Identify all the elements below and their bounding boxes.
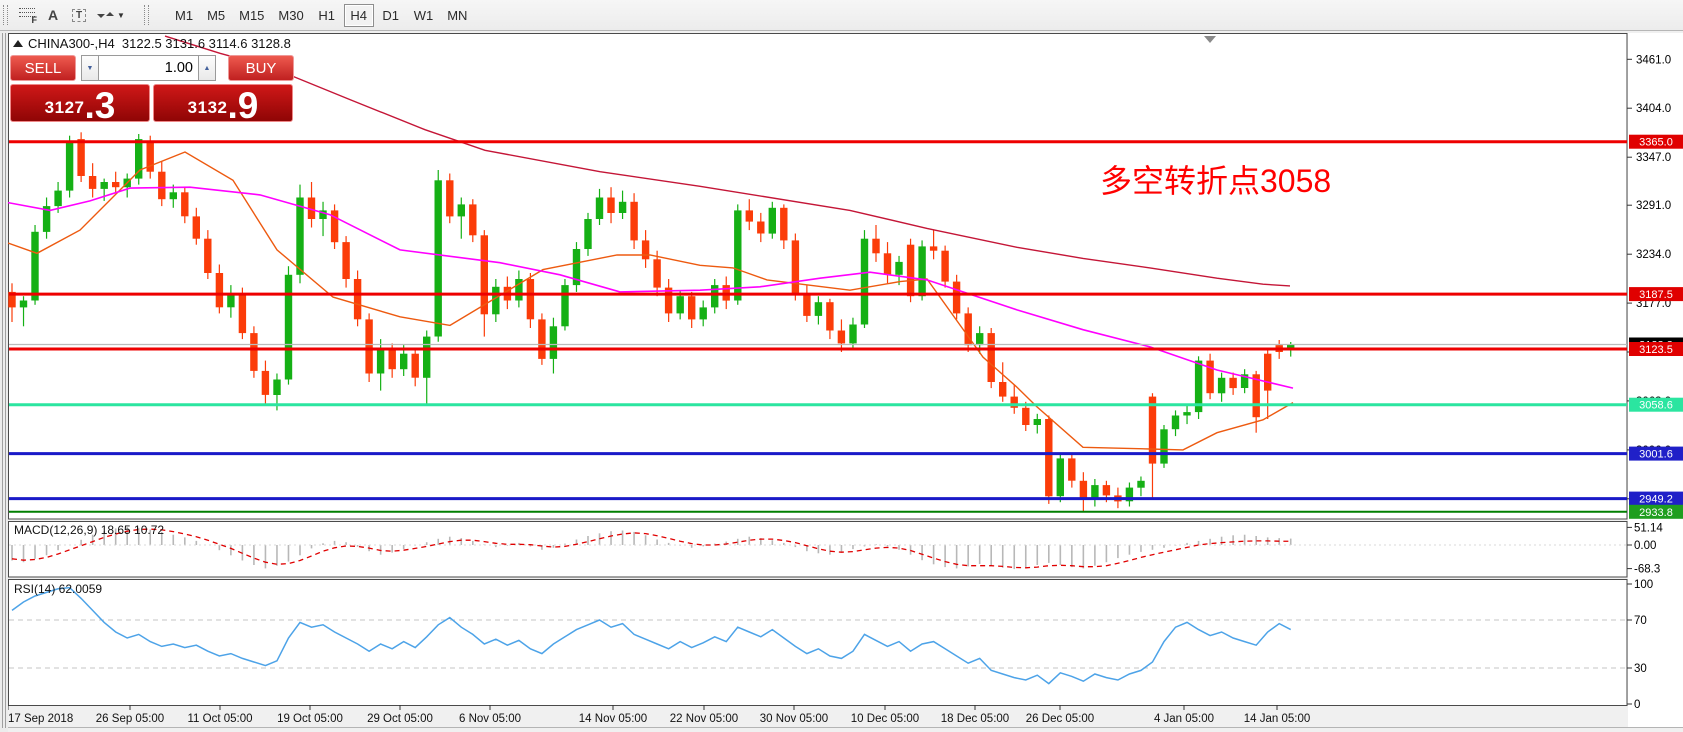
text-glyph: A [47,7,59,23]
hline-badge-3123.5: 3123.5 [1629,342,1683,356]
fibonacci-retracement-icon[interactable]: F [14,3,40,27]
tf-button-h4[interactable]: H4 [343,3,374,27]
svg-text:29 Oct 05:00: 29 Oct 05:00 [367,713,433,725]
chart-shift-marker[interactable] [1204,36,1216,43]
time-axis[interactable]: 17 Sep 2018 26 Sep 05:00 11 Oct 05:00 19 Oc… [8,705,1310,725]
svg-text:11 Oct 05:00: 11 Oct 05:00 [188,713,253,725]
arrows-glyph: ▼ [97,8,125,22]
sell-price-main: 3127 [44,98,85,117]
price-chart[interactable]: 多空转折点3058 CHINA300-,H4 3122.5 3131.6 311… [8,31,1683,732]
rsi-label: RSI(14) 62.0059 [14,582,102,596]
ma-orange-line [8,151,1294,451]
macd-histogram [11,527,1292,570]
sell-price-box[interactable]: 3127.3 [10,84,150,126]
svg-text:3347.0: 3347.0 [1636,152,1671,164]
chevron-up-icon: ▲ [203,64,211,72]
hline-badge-3001.6: 3001.6 [1629,446,1683,461]
rsi-line [11,586,1292,685]
timeframe-buttons: M1 M5 M15 M30 H1 H4 D1 W1 MN [169,3,475,27]
sell-price-pips: .3 [84,84,116,126]
hline-badge-3187.5: 3187.5 [1629,287,1683,302]
hline-badge-2949.2: 2949.2 [1629,491,1683,506]
svg-text:100: 100 [1634,579,1653,591]
svg-text:0.00: 0.00 [1634,540,1656,552]
window-left-edge [0,31,8,732]
macd-label: MACD(12,26,9) 18.65 10.72 [14,523,164,537]
ma-crimson-line [164,35,1291,287]
svg-text:CHINA300-,H4 3122.5 3131.6 31: CHINA300-,H4 3122.5 3131.6 3114.6 3128.8 [28,36,291,51]
text-label-glyph: T [71,8,87,22]
tf-button-m30[interactable]: M30 [272,4,309,27]
arrows-icon[interactable]: ▼ [92,3,130,27]
volume-stepper: ▼ ▲ [81,55,216,81]
svg-text:3404.0: 3404.0 [1636,103,1671,115]
svg-text:6 Nov 05:00: 6 Nov 05:00 [459,713,521,725]
svg-text:3291.0: 3291.0 [1636,200,1671,212]
tf-button-h1[interactable]: H1 [312,4,342,27]
volume-input[interactable] [99,55,198,81]
text-icon[interactable]: A [40,3,66,27]
macd-signal-line [11,528,1291,569]
svg-text:30 Nov 05:00: 30 Nov 05:00 [760,713,828,725]
svg-text:30: 30 [1634,663,1647,675]
svg-text:51.14: 51.14 [1634,522,1663,534]
tf-button-m1[interactable]: M1 [169,4,199,27]
chart-title: CHINA300-,H4 3122.5 3131.6 3114.6 3128.8 [13,36,291,51]
buy-price-pips: .9 [227,84,259,126]
buy-price-box[interactable]: 3132.9 [153,84,293,126]
svg-text:3234.0: 3234.0 [1636,249,1671,261]
svg-text:26 Sep 05:00: 26 Sep 05:00 [96,713,164,725]
fibonacci-glyph: F [19,8,37,25]
svg-text:3461.0: 3461.0 [1636,54,1671,66]
hline-badge-2933.8: 2933.8 [1629,504,1683,519]
tf-button-mn[interactable]: MN [441,4,473,27]
tf-button-w1[interactable]: W1 [408,4,440,27]
tf-button-m5[interactable]: M5 [201,4,231,27]
buy-price-main: 3132 [187,98,228,117]
svg-text:14 Nov 05:00: 14 Nov 05:00 [579,713,647,725]
timeframe-drag-handle[interactable] [144,5,149,25]
svg-text:4 Jan 05:00: 4 Jan 05:00 [1154,713,1214,725]
top-toolbar: F A T ▼ M1 M5 M15 M30 H1 H4 D1 W1 MN [0,0,1683,31]
svg-text:19 Oct 05:00: 19 Oct 05:00 [277,713,343,725]
text-label-icon[interactable]: T [66,3,92,27]
svg-text:2933.8: 2933.8 [1639,507,1673,519]
rsi-panel [8,579,1628,706]
sell-button[interactable]: SELL [10,55,76,81]
svg-text:3365.0: 3365.0 [1639,137,1673,149]
volume-increase-button[interactable]: ▲ [198,55,216,81]
volume-decrease-button[interactable]: ▼ [81,55,99,81]
svg-text:10 Dec 05:00: 10 Dec 05:00 [851,713,919,725]
chevron-down-icon: ▼ [117,10,125,20]
buy-button[interactable]: BUY [228,55,294,81]
svg-text:-68.3: -68.3 [1634,564,1660,576]
svg-text:3123.5: 3123.5 [1639,344,1673,356]
svg-text:3058.6: 3058.6 [1639,400,1673,412]
horizontal-lines[interactable] [9,140,1627,513]
one-click-trading-panel: SELL ▼ ▲ BUY 3127.3 3132.9 [10,55,294,126]
svg-text:17 Sep 2018: 17 Sep 2018 [8,713,73,725]
toolbar-drag-handle[interactable] [3,5,8,25]
svg-text:2949.2: 2949.2 [1639,494,1673,506]
ma-magenta-line [8,186,1294,389]
svg-text:70: 70 [1634,615,1647,627]
tf-button-m15[interactable]: M15 [233,4,270,27]
svg-text:14 Jan 05:00: 14 Jan 05:00 [1244,713,1311,725]
svg-text:3001.6: 3001.6 [1639,449,1673,461]
chart-annotation: 多空转折点3058 [1100,163,1331,199]
svg-text:3187.5: 3187.5 [1639,289,1673,301]
svg-text:26 Dec 05:00: 26 Dec 05:00 [1026,713,1094,725]
hline-badge-3058.6: 3058.6 [1629,397,1683,412]
hline-badge-3365.0: 3365.0 [1629,134,1683,149]
chevron-down-icon: ▼ [86,64,94,72]
svg-text:18 Dec 05:00: 18 Dec 05:00 [941,713,1009,725]
svg-text:22 Nov 05:00: 22 Nov 05:00 [670,713,738,725]
tf-button-d1[interactable]: D1 [376,4,406,27]
svg-text:0: 0 [1634,699,1640,711]
candles-layer [8,132,1295,513]
